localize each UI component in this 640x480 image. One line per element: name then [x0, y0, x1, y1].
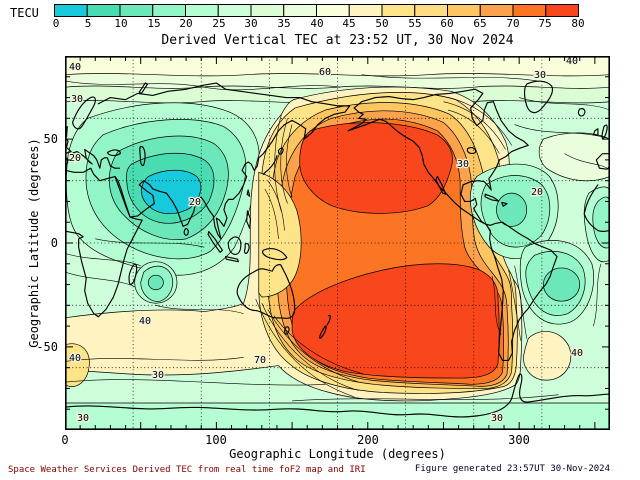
x-tick-label: 0	[61, 433, 69, 447]
y-tick-label: 50	[43, 132, 58, 146]
colorbar-tick-label: 25	[212, 17, 226, 30]
colorbar-tick-label: 75	[538, 17, 552, 30]
tec-contour-field	[65, 56, 610, 430]
colorbar-tick-label: 30	[244, 17, 258, 30]
graticule	[65, 56, 610, 430]
contour-label: 40	[139, 316, 151, 327]
colorbar-tick-label: 80	[571, 17, 585, 30]
contour-label: 20	[69, 153, 81, 164]
colorbar-cell	[545, 4, 579, 17]
footer-generated-text: Figure generated 23:57UT 30-Nov-2024	[414, 464, 610, 474]
colorbar	[54, 4, 579, 17]
colorbar-tick-label: 5	[84, 17, 92, 30]
colorbar-tick-label: 50	[375, 17, 389, 30]
colorbar-cells	[54, 4, 579, 17]
colorbar-tick-label: 35	[277, 17, 291, 30]
tec-map: 40 30 20 20 60 30 40 30 20 70 30 40 40 3…	[65, 56, 610, 430]
contour-label: 30	[491, 413, 503, 424]
x-tick-label: 300	[508, 433, 530, 447]
y-tick-label: -50	[36, 340, 58, 354]
colorbar-tick-label: 70	[506, 17, 520, 30]
colorbar-cell	[119, 4, 154, 17]
contour-label: 60	[319, 67, 331, 78]
colorbar-cell	[512, 4, 547, 17]
colorbar-tick-label: 45	[342, 17, 356, 30]
footer-source-text: Space Weather Services Derived TEC from …	[8, 465, 366, 475]
contour-label: 30	[71, 94, 83, 105]
colorbar-cell	[348, 4, 383, 17]
colorbar-cell	[250, 4, 285, 17]
colorbar-tick-label: 40	[310, 17, 324, 30]
contour-label: 70	[254, 355, 266, 366]
colorbar-tick-label: 0	[52, 17, 60, 30]
colorbar-tick-label: 65	[473, 17, 487, 30]
contour-label: 30	[77, 413, 89, 424]
colorbar-cell	[414, 4, 448, 17]
contour-label: 40	[69, 353, 81, 364]
coastlines	[65, 81, 610, 417]
colorbar-cell	[217, 4, 252, 17]
contour-label: 20	[189, 197, 201, 208]
contour-label: 30	[457, 159, 469, 170]
y-tick-label: 0	[50, 236, 58, 250]
contour-label: 40	[566, 56, 578, 67]
contour-labels: 40 30 20 20 60 30 40 30 20 70 30 40 40 3…	[68, 56, 585, 425]
colorbar-cell	[283, 4, 317, 17]
colorbar-cell	[152, 4, 186, 17]
colorbar-tick-label: 55	[408, 17, 422, 30]
figure-title: Derived Vertical TEC at 23:52 UT, 30 Nov…	[161, 33, 514, 48]
colorbar-cell	[86, 4, 121, 17]
x-tick-label: 200	[357, 433, 379, 447]
x-axis-label: Geographic Longitude (degrees)	[229, 447, 446, 461]
contour-label: 20	[531, 187, 543, 198]
contour-label: 30	[534, 70, 546, 81]
colorbar-tick-label: 15	[147, 17, 161, 30]
colorbar-tick-label: 10	[114, 17, 128, 30]
colorbar-cell	[479, 4, 514, 17]
map-border	[65, 56, 610, 430]
colorbar-cell	[54, 4, 88, 17]
contour-label: 30	[152, 370, 164, 381]
contour-label: 40	[571, 348, 583, 359]
colorbar-cell	[316, 4, 350, 17]
colorbar-tick-label: 20	[179, 17, 193, 30]
colorbar-tick-label: 60	[440, 17, 454, 30]
contour-label: 40	[69, 62, 81, 73]
colorbar-cell	[447, 4, 481, 17]
x-tick-label: 100	[205, 433, 227, 447]
colorbar-unit-label: TECU	[10, 6, 39, 20]
colorbar-cell	[185, 4, 219, 17]
colorbar-cell	[381, 4, 416, 17]
